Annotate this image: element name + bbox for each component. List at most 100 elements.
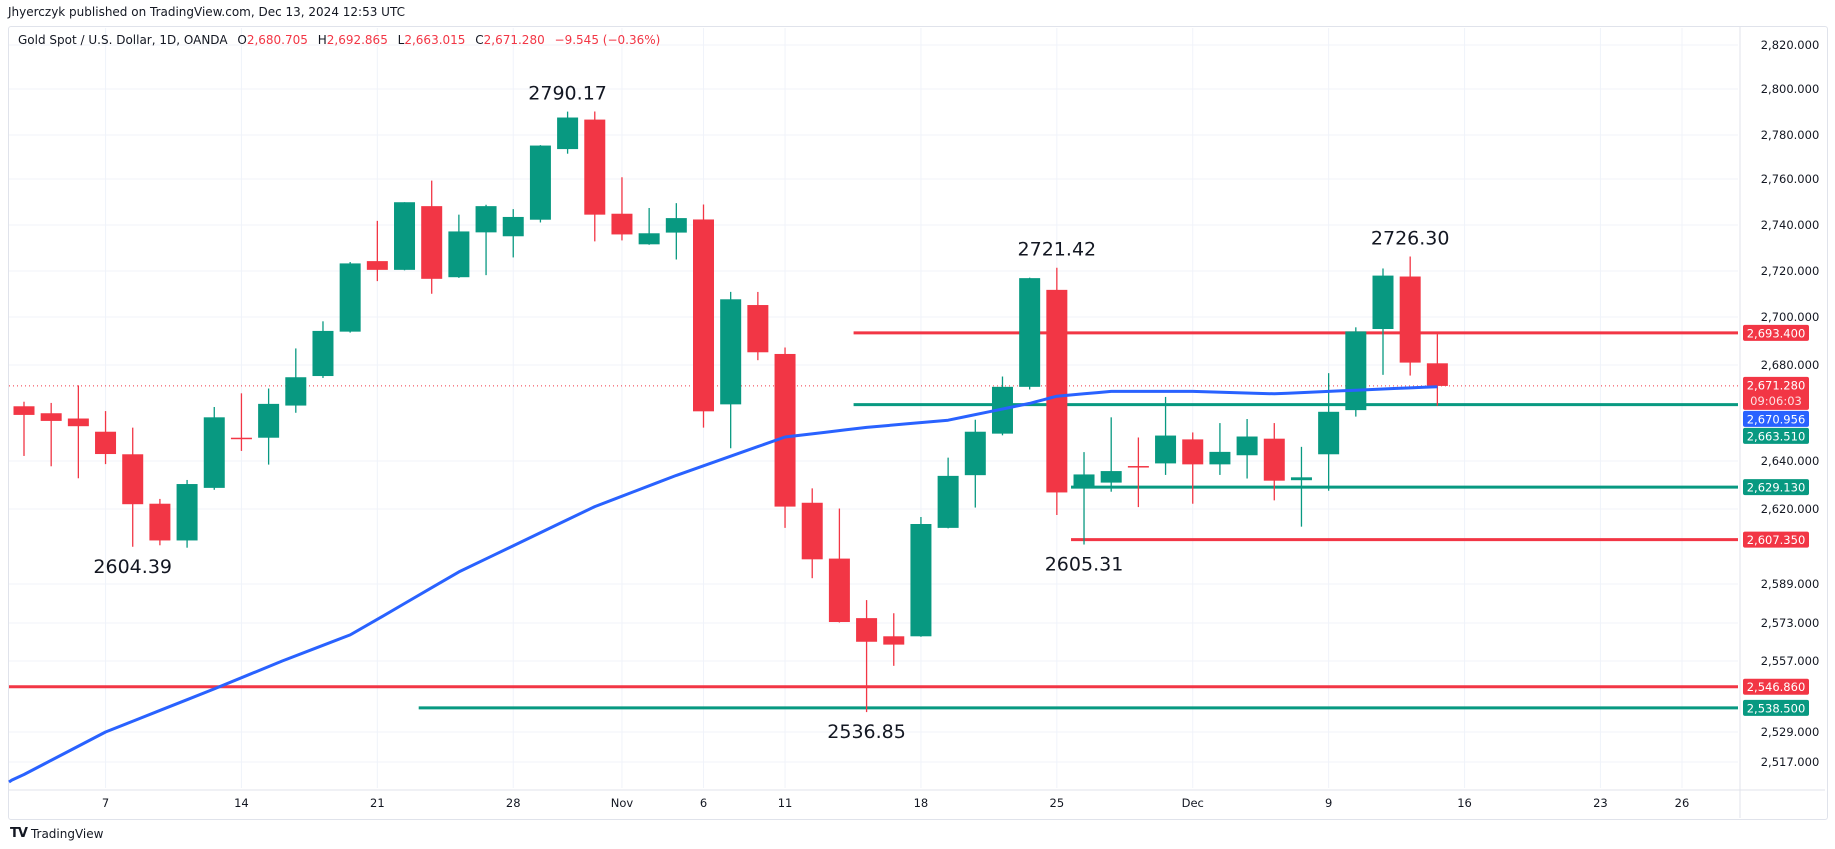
candle-body: [95, 431, 117, 455]
candle-body: [394, 202, 416, 270]
time-axis-label: 14: [234, 796, 249, 810]
candle-body: [665, 218, 687, 233]
candle-body: [584, 119, 606, 215]
price-axis-label: 2,529.000: [1761, 725, 1820, 739]
high-value: 2,692.865: [326, 33, 388, 47]
level-price-badge-bg: [1743, 678, 1809, 695]
candle-body: [557, 117, 579, 150]
time-axis-label: 25: [1050, 796, 1065, 810]
time-axis-label: Dec: [1182, 796, 1204, 810]
level-price-badge: 2,629.130: [1747, 481, 1806, 495]
candle-body: [1290, 477, 1312, 481]
price-axis-label: 2,700.000: [1761, 310, 1820, 324]
price-annotation: 2790.17: [528, 83, 607, 105]
open-value: 2,680.705: [246, 33, 308, 47]
level-price-badge-bg: [1743, 427, 1809, 444]
price-axis-label: 2,680.000: [1761, 358, 1820, 372]
candle-body: [937, 475, 959, 528]
candle-body: [448, 231, 470, 278]
price-annotation: 2726.30: [1371, 228, 1450, 250]
ma-price-badge: 2,670.956: [1747, 412, 1806, 426]
candle-body: [176, 484, 198, 541]
candle-body: [312, 330, 334, 377]
candle-body: [964, 431, 986, 476]
candle-body: [366, 261, 388, 270]
candle-body: [1019, 278, 1041, 387]
low-label: L: [397, 33, 405, 47]
time-axis: 7 14 21 28 Nov 6 11 18 25 Dec 9 16 23 26: [102, 796, 1689, 810]
level-price-badge: 2,546.860: [1747, 680, 1806, 694]
candle-body: [638, 233, 660, 245]
price-annotation: 2605.31: [1045, 554, 1124, 576]
candle-body: [720, 299, 742, 405]
level-price-badge: 2,607.350: [1747, 533, 1806, 547]
time-axis-label: 16: [1457, 796, 1472, 810]
price-axis-label: 2,517.000: [1761, 755, 1820, 769]
open-label: O: [237, 33, 247, 47]
tradingview-brand[interactable]: TradingView: [30, 826, 104, 841]
price-axis-label: 2,780.000: [1761, 128, 1820, 142]
level-price-badge-bg: [1743, 324, 1809, 341]
price-annotation: 2536.85: [827, 721, 906, 743]
symbol-name[interactable]: Gold Spot / U.S. Dollar, 1D, OANDA: [18, 33, 228, 47]
annotations: 2790.17 2604.39 2721.42 2536.85 2605.31 2726.…: [93, 83, 1449, 743]
candle-body: [1236, 436, 1258, 456]
candle-body: [801, 502, 823, 560]
candle-body: [1318, 411, 1340, 455]
time-axis-label: Nov: [611, 796, 634, 810]
candle-body: [856, 618, 878, 642]
price-annotation: 2604.39: [93, 556, 172, 578]
candle-body: [1046, 289, 1068, 493]
symbol-legend: Gold Spot / U.S. Dollar, 1D, OANDA O2,68…: [18, 33, 660, 47]
price-axis-label: 2,573.000: [1761, 616, 1820, 630]
level-price-badge: 2,538.500: [1747, 701, 1806, 715]
tradingview-logo-icon[interactable]: TV: [10, 826, 28, 841]
time-axis-label: 23: [1593, 796, 1608, 810]
candle-body: [122, 454, 144, 505]
candle-body: [475, 206, 497, 233]
candle-body: [203, 417, 225, 488]
chart-frame: [8, 26, 1828, 820]
time-axis-label: 7: [102, 796, 109, 810]
level-price-badge: 2,663.510: [1747, 429, 1806, 443]
candle-body: [529, 145, 551, 220]
candle-body: [258, 403, 280, 438]
price-axis-label: 2,640.000: [1761, 454, 1820, 468]
candle-body: [149, 503, 171, 541]
candle-body: [1372, 275, 1394, 329]
time-axis-label: 21: [370, 796, 385, 810]
price-annotation: 2721.42: [1018, 239, 1097, 261]
time-axis-label: 18: [914, 796, 929, 810]
candle-body: [1399, 276, 1421, 363]
price-axis-label: 2,589.000: [1761, 577, 1820, 591]
close-label: C: [475, 33, 484, 47]
price-axis-label: 2,720.000: [1761, 264, 1820, 278]
price-axis-label: 2,620.000: [1761, 502, 1820, 516]
candle-body: [67, 418, 89, 427]
candle-body: [421, 206, 443, 279]
time-axis-label: 9: [1325, 796, 1332, 810]
time-axis-label: 6: [700, 796, 707, 810]
candle-body: [40, 413, 62, 421]
candle-body: [1345, 331, 1367, 411]
candle-body: [747, 305, 769, 353]
candle-body: [1209, 451, 1231, 465]
candle-body: [883, 636, 905, 645]
time-axis-label: 26: [1675, 796, 1690, 810]
candle-body: [828, 558, 850, 623]
price-axis-label: 2,740.000: [1761, 218, 1820, 232]
time-axis-label: 28: [506, 796, 521, 810]
publisher-line: Jhyerczyk published on TradingView.com, …: [8, 5, 405, 19]
candle-body: [611, 213, 633, 235]
price-axis-label: 2,760.000: [1761, 172, 1820, 186]
high-label: H: [317, 33, 327, 47]
candle-body: [502, 216, 524, 237]
footer: TV TradingView: [10, 826, 103, 841]
candle-body: [1263, 438, 1285, 481]
price-axis: 2,820.000 2,800.000 2,780.000 2,760.000 2,74…: [1761, 38, 1820, 769]
moving-average-line: [8, 385, 1438, 784]
change-value: −9.545 (−0.36%): [554, 33, 661, 47]
candle-body: [693, 219, 714, 412]
low-value: 2,663.015: [404, 33, 466, 47]
